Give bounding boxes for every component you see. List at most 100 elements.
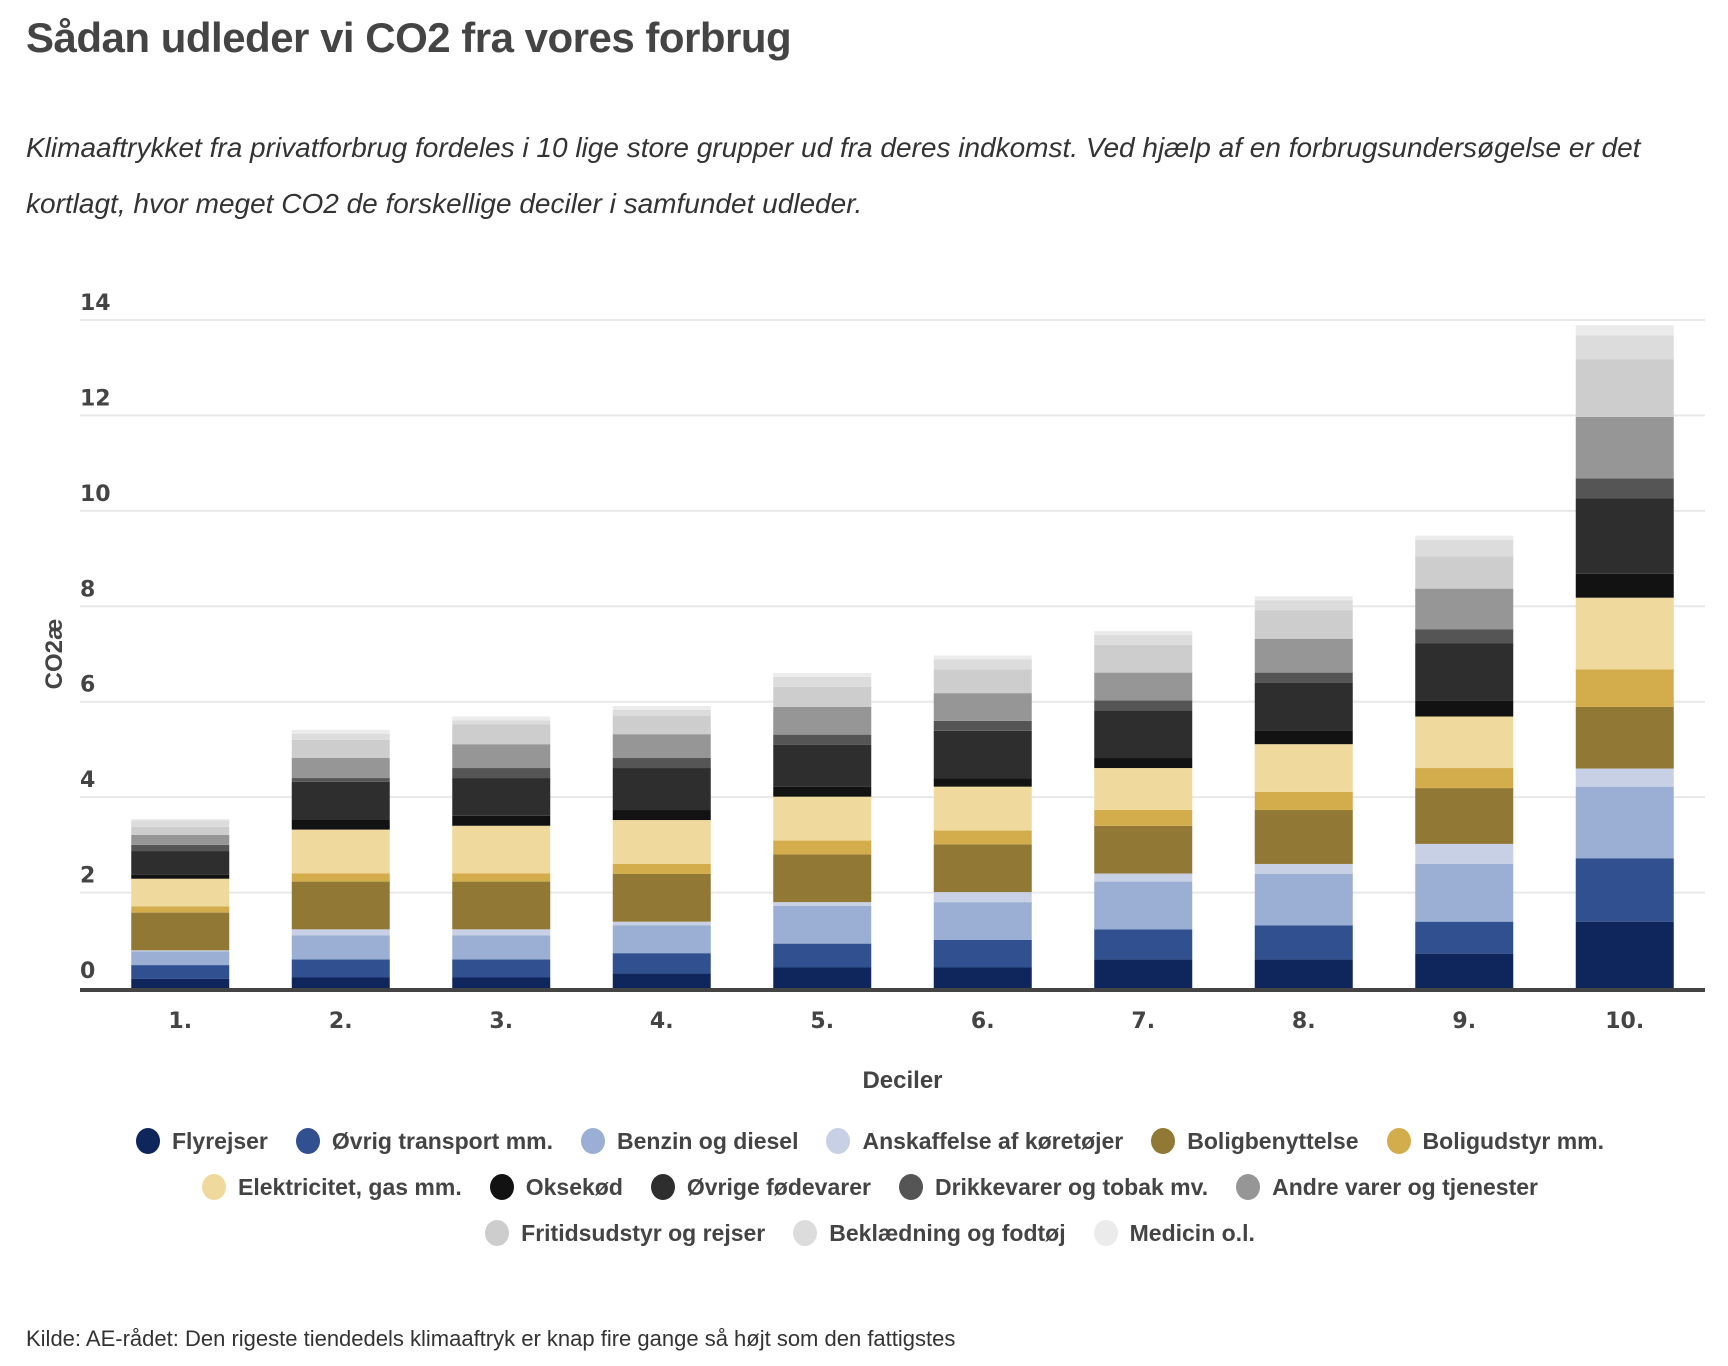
bar-segment[interactable]: [452, 815, 551, 826]
bar-segment[interactable]: [1415, 629, 1514, 644]
bar-segment[interactable]: [1254, 638, 1353, 673]
legend-item[interactable]: Drikkevarer og tobak mv.: [898, 1171, 1208, 1203]
bar-segment[interactable]: [773, 786, 872, 797]
bar-segment[interactable]: [291, 829, 390, 874]
bar-segment[interactable]: [1254, 610, 1353, 639]
bar-segment[interactable]: [1254, 863, 1353, 874]
bar-segment[interactable]: [1575, 498, 1674, 574]
bar-segment[interactable]: [452, 768, 551, 779]
bar-segment[interactable]: [291, 881, 390, 930]
bar-segment[interactable]: [1415, 768, 1514, 789]
bar-segment[interactable]: [612, 820, 711, 864]
bar-segment[interactable]: [612, 921, 711, 926]
bar-segment[interactable]: [452, 716, 551, 721]
bar-segment[interactable]: [291, 781, 390, 820]
bar-segment[interactable]: [612, 758, 711, 769]
bar-segment[interactable]: [1415, 643, 1514, 701]
bar-segment[interactable]: [612, 973, 711, 988]
bar-segment[interactable]: [1094, 644, 1193, 673]
bar-segment[interactable]: [131, 851, 230, 875]
legend-item[interactable]: Medicin o.l.: [1093, 1217, 1255, 1249]
bar-segment[interactable]: [131, 951, 230, 966]
bar-segment[interactable]: [1094, 700, 1193, 711]
bar-segment[interactable]: [452, 744, 551, 769]
bar-segment[interactable]: [1254, 959, 1353, 988]
bar-segment[interactable]: [1415, 863, 1514, 922]
bar-segment[interactable]: [1575, 669, 1674, 707]
bar-segment[interactable]: [1415, 953, 1514, 988]
bar-segment[interactable]: [933, 730, 1032, 779]
bar-segment[interactable]: [452, 825, 551, 874]
bar-segment[interactable]: [291, 739, 390, 759]
bar-segment[interactable]: [131, 826, 230, 835]
legend-item[interactable]: Boligbenyttelse: [1151, 1125, 1359, 1157]
bar-segment[interactable]: [773, 673, 872, 677]
bar-segment[interactable]: [612, 863, 711, 874]
bar-segment[interactable]: [933, 844, 1032, 893]
bar-segment[interactable]: [773, 706, 872, 735]
bar-segment[interactable]: [131, 878, 230, 907]
bar-segment[interactable]: [773, 902, 872, 906]
bar-segment[interactable]: [933, 939, 1032, 968]
bar-segment[interactable]: [773, 686, 872, 707]
bar-segment[interactable]: [131, 874, 230, 879]
bar-segment[interactable]: [1254, 600, 1353, 611]
bar-segment[interactable]: [612, 953, 711, 974]
bar-segment[interactable]: [773, 744, 872, 787]
legend-item[interactable]: Andre varer og tjenester: [1236, 1171, 1538, 1203]
bar-segment[interactable]: [773, 967, 872, 988]
bar-segment[interactable]: [773, 905, 872, 944]
bar-segment[interactable]: [291, 959, 390, 978]
bar-segment[interactable]: [452, 929, 551, 936]
bar-segment[interactable]: [612, 709, 711, 717]
bar-segment[interactable]: [1094, 881, 1193, 930]
bar-segment[interactable]: [1254, 730, 1353, 745]
bar-segment[interactable]: [773, 676, 872, 687]
legend-item[interactable]: Øvrige fødevarer: [650, 1171, 871, 1203]
bar-segment[interactable]: [131, 820, 230, 827]
bar-segment[interactable]: [1415, 843, 1514, 864]
bar-segment[interactable]: [452, 720, 551, 725]
bar-segment[interactable]: [291, 929, 390, 936]
bar-segment[interactable]: [1254, 596, 1353, 601]
bar-segment[interactable]: [1575, 706, 1674, 769]
legend-item[interactable]: Anskaffelse af køretøjer: [826, 1125, 1123, 1157]
bar-segment[interactable]: [1094, 929, 1193, 960]
bar-segment[interactable]: [1575, 335, 1674, 360]
bar-segment[interactable]: [933, 786, 1032, 831]
bar-segment[interactable]: [291, 778, 390, 782]
bar-segment[interactable]: [452, 881, 551, 930]
legend-item[interactable]: Benzin og diesel: [581, 1125, 798, 1157]
legend-item[interactable]: Boligudstyr mm.: [1386, 1125, 1604, 1157]
bar-segment[interactable]: [1094, 672, 1193, 701]
bar-segment[interactable]: [131, 965, 230, 979]
legend-item[interactable]: Fritidsudstyr og rejser: [485, 1217, 765, 1249]
bar-segment[interactable]: [612, 810, 711, 821]
bar-segment[interactable]: [1094, 825, 1193, 874]
bar-segment[interactable]: [1094, 631, 1193, 635]
bar-segment[interactable]: [131, 834, 230, 845]
bar-segment[interactable]: [933, 967, 1032, 988]
bar-segment[interactable]: [933, 720, 1032, 731]
bar-segment[interactable]: [1254, 791, 1353, 811]
legend-item[interactable]: Oksekød: [489, 1171, 623, 1203]
bar-segment[interactable]: [131, 950, 230, 952]
bar-segment[interactable]: [933, 830, 1032, 845]
legend-item[interactable]: Elektricitet, gas mm.: [202, 1171, 462, 1203]
bar-segment[interactable]: [131, 912, 230, 951]
bar-segment[interactable]: [1575, 573, 1674, 598]
bar-segment[interactable]: [131, 844, 230, 852]
legend-item[interactable]: Øvrig transport mm.: [295, 1125, 553, 1157]
bar-segment[interactable]: [933, 778, 1032, 787]
bar-segment[interactable]: [612, 768, 711, 811]
bar-segment[interactable]: [1094, 758, 1193, 769]
bar-segment[interactable]: [933, 693, 1032, 721]
bar-segment[interactable]: [773, 734, 872, 745]
bar-segment[interactable]: [1415, 700, 1514, 717]
bar-segment[interactable]: [612, 925, 711, 954]
bar-segment[interactable]: [612, 706, 711, 710]
bar-segment[interactable]: [1254, 925, 1353, 960]
bar-segment[interactable]: [1575, 768, 1674, 787]
bar-segment[interactable]: [1575, 359, 1674, 417]
bar-segment[interactable]: [612, 873, 711, 922]
